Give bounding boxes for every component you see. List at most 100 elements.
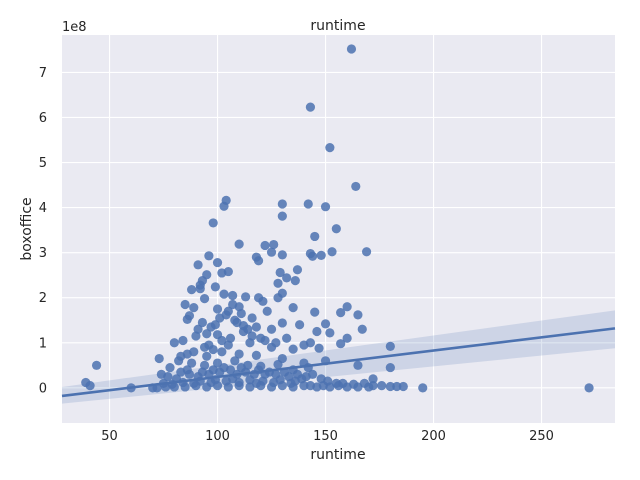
data-point (398, 381, 408, 392)
data-point (234, 349, 244, 359)
data-point (269, 239, 279, 250)
x-tick-label: 200 (421, 429, 446, 444)
data-point (187, 285, 197, 295)
data-point (342, 302, 352, 312)
data-point (176, 367, 186, 377)
data-point (163, 371, 173, 382)
data-point (245, 382, 255, 392)
data-point (234, 239, 244, 249)
data-point (165, 362, 175, 373)
data-point (288, 303, 298, 313)
data-point (357, 324, 367, 334)
data-point (305, 102, 316, 112)
data-point (277, 380, 287, 391)
data-point (282, 273, 292, 283)
data-point (377, 380, 387, 391)
data-point (292, 265, 303, 275)
data-point (217, 268, 227, 278)
data-point (353, 310, 363, 320)
data-point (353, 360, 363, 370)
data-point (316, 250, 326, 260)
data-point (247, 331, 257, 341)
data-point (251, 350, 262, 361)
data-point (364, 382, 374, 392)
data-point (288, 344, 298, 354)
y-tick-label: 7 (39, 66, 47, 81)
data-point (266, 382, 277, 392)
data-point (320, 319, 331, 329)
data-point (187, 358, 197, 368)
y-offset-label: 1e8 (62, 20, 87, 35)
data-point (299, 380, 309, 391)
y-tick-labels: 0 1 2 3 4 5 6 7 (39, 66, 47, 396)
y-tick-label: 6 (39, 111, 47, 126)
data-point (199, 294, 210, 304)
y-tick-label: 3 (39, 246, 47, 261)
data-point (262, 306, 272, 316)
data-point (368, 374, 378, 384)
data-point (243, 324, 253, 334)
data-point (253, 256, 264, 266)
chart-title: runtime (310, 18, 365, 34)
data-point (307, 369, 318, 379)
data-point (225, 365, 236, 375)
data-point (277, 211, 287, 221)
data-point (223, 382, 233, 392)
data-point (336, 339, 346, 349)
data-point (307, 251, 318, 261)
data-point (271, 338, 281, 348)
data-point (219, 289, 229, 299)
y-axis-title: boxoffice (19, 197, 35, 260)
y-tick-label: 0 (39, 381, 47, 396)
data-point (232, 317, 242, 328)
data-point (169, 338, 179, 348)
data-point (342, 382, 352, 392)
data-point (212, 304, 223, 314)
data-point (234, 380, 244, 391)
data-point (212, 358, 223, 368)
data-point (299, 340, 309, 350)
data-point (584, 383, 594, 393)
y-tick-label: 1 (39, 336, 47, 351)
data-point (219, 201, 229, 211)
x-tick-label: 250 (529, 429, 554, 444)
data-point (230, 356, 240, 366)
x-tick-labels: 50 100 150 200 250 (101, 429, 554, 444)
data-point (241, 292, 251, 302)
regression-line-layer (61, 327, 616, 398)
data-point (273, 293, 283, 303)
data-point (288, 382, 298, 392)
data-point (351, 181, 361, 192)
data-point (342, 333, 352, 343)
data-point (210, 320, 220, 330)
data-point (193, 260, 203, 270)
data-point (325, 382, 335, 392)
data-point (385, 362, 395, 373)
data-point (266, 324, 277, 334)
data-point (385, 341, 395, 351)
data-point (184, 369, 195, 379)
data-point (392, 381, 402, 392)
data-point (361, 247, 372, 257)
data-point (273, 359, 283, 370)
data-point (202, 351, 212, 361)
data-point (277, 318, 287, 328)
x-tick-label: 50 (101, 429, 118, 444)
data-point (273, 278, 283, 288)
data-point (314, 343, 324, 353)
data-point (310, 231, 320, 242)
data-point (385, 381, 395, 392)
data-point (217, 335, 227, 346)
regression-line (61, 327, 616, 398)
data-point (169, 382, 179, 392)
data-point (212, 257, 223, 268)
data-point (418, 383, 428, 393)
x-tick-label: 150 (313, 429, 338, 444)
data-point (176, 351, 186, 361)
y-tick-label: 4 (39, 201, 47, 216)
data-point (277, 199, 287, 209)
data-point (217, 347, 227, 357)
data-point (277, 250, 287, 260)
data-point (333, 380, 344, 391)
data-point (180, 299, 190, 310)
